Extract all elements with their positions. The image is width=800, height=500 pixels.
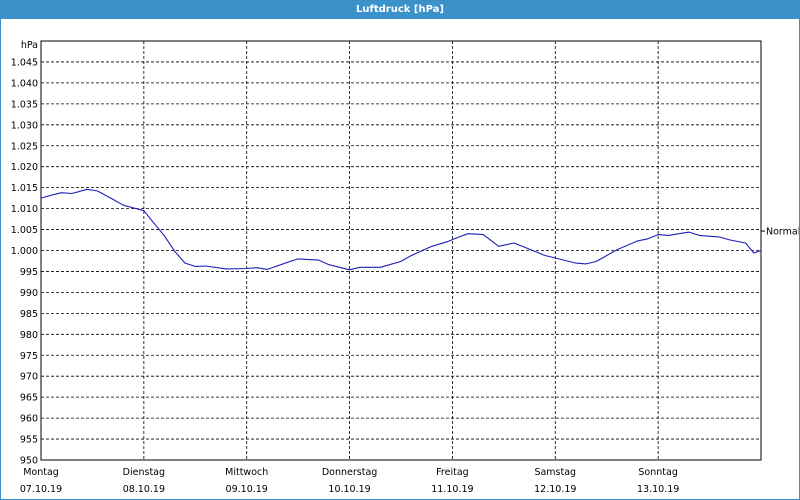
y-tick-label: 995 xyxy=(20,267,38,278)
x-day-label: Dienstag xyxy=(123,467,165,478)
x-day-label: Sonntag xyxy=(638,467,677,478)
y-tick-label: 1.025 xyxy=(11,141,38,152)
x-day-label: Mittwoch xyxy=(225,467,268,478)
x-date-label: 09.10.19 xyxy=(226,484,268,495)
y-tick-label: 970 xyxy=(20,372,38,383)
y-tick-label: 980 xyxy=(20,330,38,341)
y-tick-label: 990 xyxy=(20,288,38,299)
reference-label: Normal xyxy=(766,227,799,238)
x-date-label: 11.10.19 xyxy=(431,484,473,495)
y-tick-label: 960 xyxy=(20,414,38,425)
chart-title: Luftdruck [hPa] xyxy=(1,1,799,19)
y-tick-label: 1.040 xyxy=(11,78,38,89)
x-date-label: 07.10.19 xyxy=(20,484,62,495)
y-tick-label: 950 xyxy=(20,456,38,467)
y-tick-label: 1.000 xyxy=(11,246,38,257)
x-day-label: Donnerstag xyxy=(322,467,377,478)
x-day-label: Freitag xyxy=(436,467,469,478)
x-date-label: 12.10.19 xyxy=(534,484,576,495)
y-unit-label: hPa xyxy=(21,40,38,51)
y-tick-label: 1.035 xyxy=(11,99,38,110)
y-tick-label: 1.015 xyxy=(11,183,38,194)
y-tick-label: 955 xyxy=(20,435,38,446)
y-tick-label: 975 xyxy=(20,351,38,362)
pressure-chart: 950 955 960 965 970 975 980 985 990 995 1.000 1.005… xyxy=(11,40,799,495)
pressure-series-line xyxy=(40,188,762,271)
y-tick-label: 1.020 xyxy=(11,162,38,173)
y-tick-label: 965 xyxy=(20,393,38,404)
x-day-label: Samstag xyxy=(534,467,576,478)
x-date-label: 10.10.19 xyxy=(328,484,370,495)
x-date-label: 08.10.19 xyxy=(123,484,165,495)
x-day-label: Montag xyxy=(23,467,59,478)
y-tick-label: 1.030 xyxy=(11,120,38,131)
y-tick-label: 1.045 xyxy=(11,57,38,68)
y-tick-label: 985 xyxy=(20,309,38,320)
x-date-label: 13.10.19 xyxy=(637,484,679,495)
y-tick-label: 1.010 xyxy=(11,204,38,215)
y-tick-label: 1.005 xyxy=(11,225,38,236)
